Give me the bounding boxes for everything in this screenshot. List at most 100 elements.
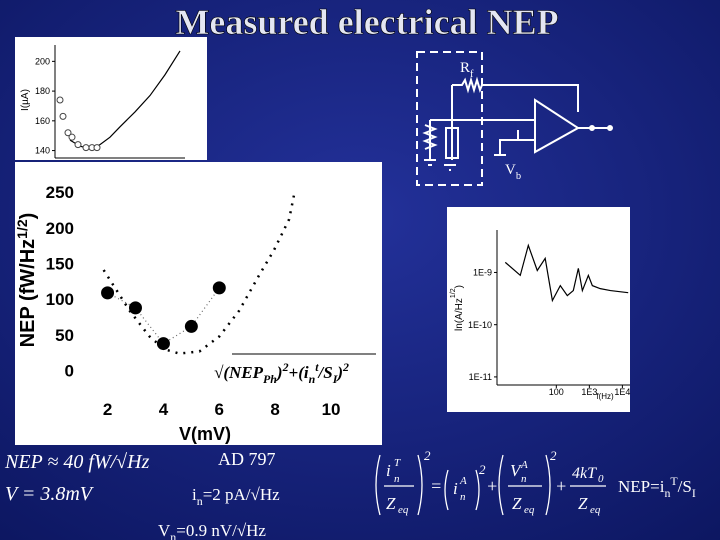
x-tick-label: 6 [215,400,224,419]
equation-part: 0 [598,473,604,485]
note: V = 3.8mV [5,483,95,505]
equation-part: V [510,461,523,480]
equation-part: 2 [550,448,557,463]
text-part: ln(A/Hz [454,298,465,331]
rich-text: Vb [505,162,521,182]
text-part: n [664,486,670,500]
equation-part: n [521,473,527,485]
text-part: b [516,171,521,182]
equation-part: + [486,476,498,496]
equation-part: n [460,491,466,503]
equation-part: T [394,457,401,469]
equation-part: 4kT [572,465,597,482]
data-point [93,144,101,152]
text-part: /S [678,477,692,496]
data-point [64,129,72,137]
equation-part: + [555,476,567,496]
data-point [59,112,67,120]
rich-text: ln(A/Hz1/2) [450,285,465,331]
x-tick-label: 8 [270,400,279,419]
y-tick-label: 180 [35,86,50,96]
text-part: NEP=i [618,477,665,496]
equation-part: eq [398,504,409,516]
x-axis-label: f(Hz) [596,392,614,401]
rich-text: in=2 pA/√Hz [192,485,280,508]
node [607,125,613,131]
data-point [184,319,198,333]
text-part: t [315,360,319,374]
text-part: √ [214,363,224,382]
node [589,125,595,131]
text-part: 1/2 [450,288,457,298]
y-tick-label: 250 [46,183,74,202]
text-part: R [460,60,470,76]
y-tick-label: 1E-9 [473,268,492,278]
text-part: /S [317,363,333,382]
y-tick-label: 1E-10 [468,320,492,330]
equation-part: 2 [479,462,486,477]
text-part: =0.9 nV/√Hz [176,521,266,540]
text-part: (NEP [223,363,263,382]
rich-text: NEP (fW/Hz1/2) [14,213,39,348]
data-point [56,96,64,104]
x-tick-label: 2 [103,400,112,419]
equation-part: A [520,459,528,471]
input-network [422,85,535,171]
text-part: NEP (fW/Hz [17,239,39,348]
equation-part: A [459,475,467,487]
x-tick-label: 4 [159,400,169,419]
text-part: 1/2 [14,219,30,239]
panel [15,37,207,160]
x-tick-label: 1E3 [581,387,597,397]
x-axis-label: V(mV) [179,424,231,444]
y-tick-label: 200 [46,219,74,238]
text-part: n [170,530,176,540]
y-tick-label: 50 [55,326,74,345]
dashed-box [416,51,483,186]
equation-part: n [394,473,400,485]
data-line [504,243,629,303]
equation-part: eq [590,504,601,516]
data-point [128,301,142,315]
circuit [416,51,613,186]
title: Measured electrical NEP [175,2,558,42]
text-part: +(i [289,363,309,382]
y-tick-label: 160 [35,116,50,126]
panel [447,207,630,412]
text-part: f [470,69,474,80]
text-part: =2 pA/√Hz [203,485,280,504]
text-part: n [309,372,316,386]
note: NEP ≈ 40 fW/√Hz [4,451,150,473]
equation-part: Z [578,494,588,513]
data-point [74,141,82,149]
text-part: i [192,485,197,504]
text-part: V [505,162,516,178]
text-part: 2 [282,360,289,374]
equation-part: Z [386,494,396,513]
text-part: ) [335,363,343,382]
x-tick-label: 10 [322,400,341,419]
data-point [212,281,226,295]
rich-text: √(NEPPh)2+(int/SI)2 [214,360,349,386]
text-part: V [158,521,171,540]
equation-part: 2 [424,448,431,463]
text-part: ) [275,363,283,382]
text-part: I [332,372,338,386]
x-tick-label: 1E4 [614,387,630,397]
text-part: 2 [342,360,349,374]
feedback-resistor [452,76,579,112]
data-point [82,144,90,152]
panel [15,162,382,445]
text-part: I [692,486,696,500]
y-tick-label: 1E-11 [469,372,492,382]
equation-brackets [375,454,606,516]
rich-text: Vn=0.9 nV/√Hz [158,521,266,540]
data-point [68,133,76,141]
equation-part: Z [512,494,522,513]
text-part: Ph [263,372,277,386]
equation-part: eq [524,504,535,516]
x-tick-label: 100 [549,387,564,397]
y-tick-label: 140 [35,146,50,156]
y-tick-label: 100 [46,290,74,309]
